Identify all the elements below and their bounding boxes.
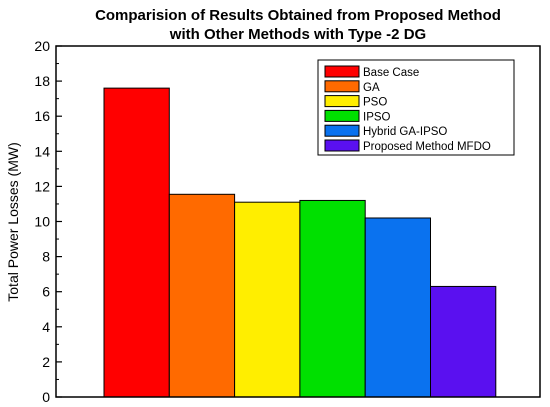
y-axis-ticks: 0 2 4 6 8 10 12 14 16 18 20 [34, 38, 62, 405]
bar-base-case [103, 87, 170, 398]
bar-ga [168, 193, 236, 398]
legend-label: Hybrid GA-IPSO [363, 126, 447, 138]
y-tick-label: 12 [34, 178, 50, 194]
plot-frame [55, 45, 541, 398]
legend-swatch [324, 65, 360, 78]
legend: Base Case GA PSO IPSO Hybrid GA-IPSO Proposed… [317, 59, 515, 156]
y-tick-label: 10 [34, 214, 50, 230]
chart-title-line-2: with Other Methods with Type -2 DG [169, 26, 426, 43]
legend-swatch [324, 80, 360, 93]
bar-pso [234, 201, 301, 398]
legend-label: IPSO [363, 111, 391, 123]
y-tick-label: 18 [34, 73, 50, 89]
chart-title-line-1: Comparision of Results Obtained from Pro… [95, 7, 501, 24]
bars [103, 87, 497, 398]
legend-swatch [324, 139, 360, 152]
y-tick-label: 8 [42, 249, 50, 265]
y-axis-label: Total Power Losses (MW) [5, 142, 21, 301]
bar-hybrid-ga-ipso [364, 217, 432, 398]
legend-label: Base Case [363, 67, 419, 79]
bar-proposed-method-mfdo [430, 285, 497, 398]
legend-swatch [324, 124, 360, 137]
legend-swatch [324, 109, 360, 122]
y-tick-label: 20 [34, 38, 50, 54]
legend-label: Proposed Method MFDO [363, 141, 491, 153]
y-tick-label: 2 [42, 354, 50, 370]
bar-ipso [299, 199, 366, 398]
legend-swatch [324, 95, 360, 108]
y-tick-label: 6 [42, 284, 50, 300]
legend-label: GA [363, 82, 380, 94]
y-tick-label: 4 [42, 319, 50, 335]
legend-label: PSO [363, 97, 387, 109]
y-tick-label: 16 [34, 108, 50, 124]
y-tick-label: 14 [34, 143, 50, 159]
y-tick-label: 0 [42, 389, 50, 405]
